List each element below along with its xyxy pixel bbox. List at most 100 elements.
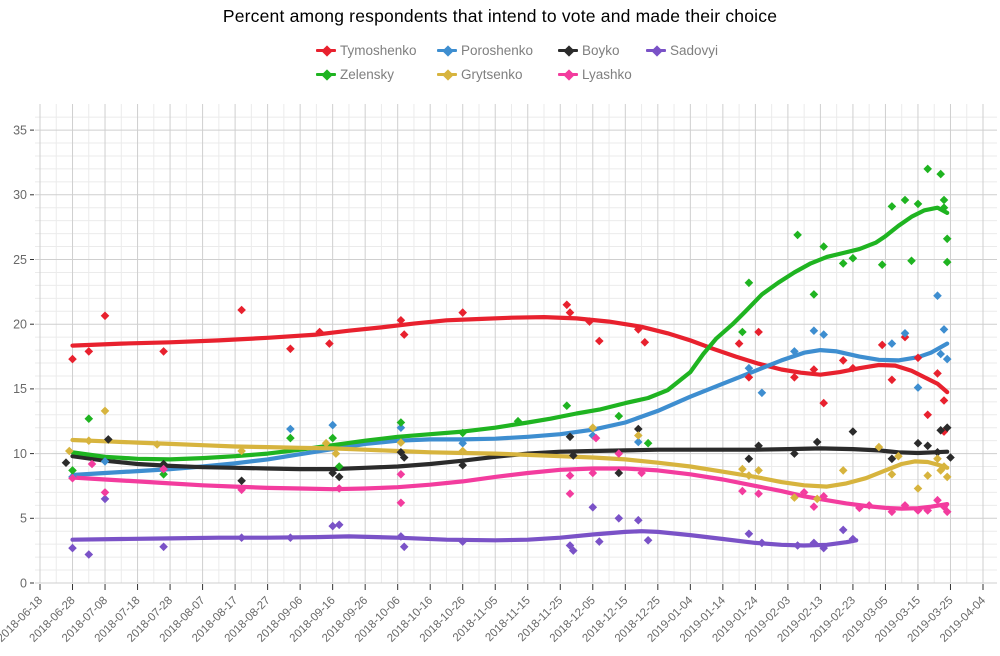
data-point <box>939 195 949 205</box>
data-point <box>848 534 858 544</box>
legend-marker-icon <box>646 44 668 58</box>
data-point <box>458 537 467 546</box>
grid-major <box>35 104 997 584</box>
data-point <box>286 424 295 434</box>
data-point <box>848 253 858 263</box>
chart-title: Percent among respondents that intend to… <box>222 6 778 26</box>
data-point <box>61 458 71 467</box>
legend-item-sadovyi: Sadovyi <box>646 43 718 58</box>
data-point <box>942 423 952 432</box>
trend-line-sadovyi <box>70 529 859 548</box>
data-point <box>855 503 864 513</box>
data-point <box>838 525 848 535</box>
data-point <box>838 259 848 268</box>
data-point <box>562 300 572 310</box>
data-point <box>159 470 168 479</box>
data-point <box>907 256 916 266</box>
data-point <box>744 373 754 382</box>
legend-marker-icon <box>558 44 580 58</box>
data-point <box>334 472 344 482</box>
data-point <box>939 462 949 471</box>
trend-line-lyashko <box>70 466 950 511</box>
data-point <box>614 468 624 478</box>
data-point <box>913 353 923 363</box>
trend-line-tymoshenko <box>70 315 950 395</box>
data-point <box>159 347 168 356</box>
data-point <box>237 485 246 495</box>
points-tymoshenko <box>68 300 949 436</box>
data-point <box>874 442 884 452</box>
data-point <box>237 533 246 542</box>
data-point <box>588 423 598 432</box>
data-point <box>159 464 168 474</box>
data-point <box>900 195 910 205</box>
data-point <box>595 537 604 546</box>
data-point <box>738 464 747 474</box>
data-point <box>396 448 406 457</box>
data-point <box>923 164 932 174</box>
data-point <box>396 316 406 325</box>
data-point <box>68 354 77 364</box>
data-point <box>152 440 162 449</box>
y-tick-label: 30 <box>13 188 27 202</box>
data-point <box>933 369 942 378</box>
axis-ticks <box>30 129 984 590</box>
data-point <box>819 398 828 408</box>
data-point <box>913 383 923 392</box>
data-point <box>614 449 624 458</box>
data-point <box>887 507 897 517</box>
data-point <box>458 460 467 470</box>
data-point <box>396 438 406 447</box>
data-point <box>734 339 744 348</box>
data-point <box>643 536 653 545</box>
data-point <box>933 291 942 300</box>
data-point <box>399 453 409 462</box>
data-point <box>591 433 601 443</box>
data-point <box>286 533 295 542</box>
data-point <box>68 466 77 475</box>
data-point <box>640 338 650 347</box>
data-point <box>614 514 624 523</box>
data-point <box>819 492 828 501</box>
data-point <box>942 472 952 482</box>
data-point <box>595 336 604 346</box>
data-point <box>900 501 910 510</box>
data-point <box>328 420 337 430</box>
data-point <box>328 468 337 478</box>
data-point <box>933 448 942 457</box>
data-point <box>100 406 110 416</box>
data-point <box>286 433 295 443</box>
legend-marker-icon <box>316 44 338 58</box>
data-point <box>396 423 406 432</box>
data-point <box>565 541 575 550</box>
legend-marker-icon <box>437 68 459 82</box>
data-point <box>923 441 932 451</box>
data-point <box>458 438 467 448</box>
data-point <box>790 449 799 458</box>
data-point <box>819 242 828 251</box>
legend-item-grytsenko: Grytsenko <box>437 67 558 82</box>
data-point <box>877 340 887 350</box>
data-point <box>565 471 575 480</box>
y-tick-label: 35 <box>13 123 27 137</box>
data-point <box>565 489 575 498</box>
data-point <box>565 432 575 442</box>
data-point <box>744 363 754 373</box>
points-boyko <box>61 423 955 486</box>
points-poroshenko <box>68 291 952 482</box>
data-point <box>396 418 406 427</box>
data-point <box>334 520 344 530</box>
data-point <box>754 489 763 498</box>
data-point <box>458 428 467 438</box>
data-point <box>100 457 110 466</box>
data-point <box>790 347 799 356</box>
data-point <box>809 326 819 335</box>
y-tick-label: 25 <box>13 253 27 267</box>
data-point <box>399 330 409 339</box>
data-point <box>634 515 643 525</box>
data-point <box>799 488 809 497</box>
data-point <box>643 438 653 448</box>
chart-legend: Tymoshenko Poroshenko Boyko Sadovyi Zelensky… <box>316 43 718 82</box>
data-point <box>864 501 874 510</box>
data-point <box>634 325 643 334</box>
